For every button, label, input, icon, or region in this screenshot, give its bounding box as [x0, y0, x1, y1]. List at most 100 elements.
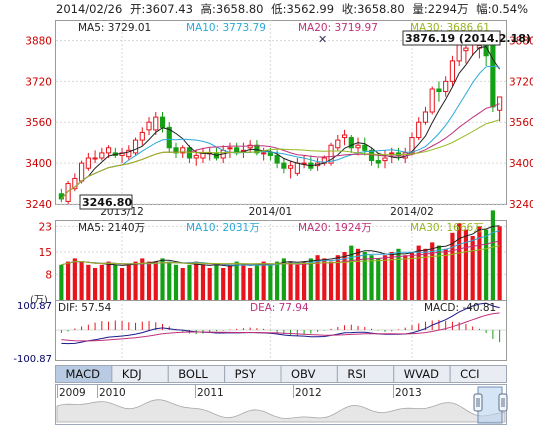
candle-body [92, 157, 98, 160]
price-ytick-left: 3560 [25, 117, 52, 129]
tab-cci[interactable]: CCI [449, 365, 507, 383]
volume-bar [66, 261, 71, 300]
candle-body [416, 121, 422, 139]
tab-kdj[interactable]: KDJ [111, 365, 169, 383]
high-label: 3876.19 (2014.2.18) [405, 32, 531, 45]
tab-obv[interactable]: OBV [280, 365, 338, 383]
volume-bar [234, 261, 239, 300]
candle-body [99, 152, 105, 159]
tab-psy[interactable]: PSY [224, 365, 282, 383]
volume-ytick: 23 [39, 221, 52, 233]
macd-histogram [60, 302, 501, 345]
volume-bar [396, 248, 401, 300]
volume-bar [153, 261, 158, 300]
volume-bar [119, 268, 125, 300]
volume-bar [335, 255, 340, 300]
volume-bar [214, 264, 219, 300]
timeline-year-labels: 2009 2010 2011 2012 2013 [57, 385, 422, 399]
candle-body [348, 137, 354, 149]
moving-average-lines [61, 46, 501, 200]
candle-body [375, 160, 381, 164]
candle-body [267, 152, 273, 156]
candle-body [105, 147, 112, 154]
macd-legend-item: MACD: -40.81 [424, 302, 496, 314]
candle-body [85, 157, 91, 169]
volume-bar [79, 261, 84, 300]
volume-bar [295, 264, 300, 300]
candle-body [65, 183, 71, 202]
candle-body [409, 137, 415, 154]
volume-bar [194, 261, 199, 300]
volume-bar [457, 223, 462, 300]
volume-bar [72, 258, 77, 300]
volume-bar [221, 268, 226, 300]
candle-body [186, 147, 193, 159]
volume-bar [443, 248, 448, 300]
candle-body [58, 193, 64, 200]
tab-label[interactable]: WVAD [404, 367, 439, 381]
candle-body [274, 154, 280, 164]
tab-label[interactable]: CCI [460, 367, 479, 381]
volume-bar [416, 245, 421, 300]
timeline-right-handle[interactable] [498, 393, 508, 412]
price-ytick-right: 3720 [509, 76, 533, 88]
candle-body [436, 88, 442, 93]
volume-bar [207, 268, 212, 300]
macd-ytick-top: 100.87 [17, 301, 52, 312]
header-close: 收:3658.80 [342, 2, 405, 16]
tab-label[interactable]: KDJ [122, 367, 142, 381]
volume-bar [328, 261, 334, 300]
volume-bar [403, 255, 408, 300]
price-ma10-line [61, 65, 500, 200]
tab-rsi[interactable]: RSI [336, 365, 395, 383]
volume-bar [200, 264, 206, 300]
candle-body [139, 131, 145, 141]
price-ytick-right: 3880 [509, 35, 533, 47]
tab-background[interactable] [449, 365, 507, 383]
candle-body [146, 121, 152, 131]
volume-bar [133, 261, 138, 300]
volume-bar [254, 264, 259, 300]
candle-body [173, 147, 179, 154]
low-label: 3246.80 [82, 196, 132, 209]
candle-body [79, 162, 85, 182]
volume-bar [261, 261, 266, 300]
tab-label[interactable]: PSY [235, 367, 257, 381]
volume-bar [187, 264, 192, 300]
tab-wvad[interactable]: WVAD [393, 365, 451, 383]
candle-body [153, 116, 159, 131]
volume-bar [241, 264, 246, 300]
header-low: 低:3562.99 [271, 2, 334, 16]
volume-bar [389, 252, 394, 300]
price-ytick-right: 3400 [509, 158, 533, 170]
price-panel-frame [55, 20, 507, 205]
tab-label[interactable]: OBV [291, 367, 316, 381]
volume-bar [227, 264, 233, 300]
macd-legend-item: DEA: 77.94 [250, 302, 309, 314]
price-ma30-line [61, 119, 500, 200]
volume-bar [430, 242, 435, 300]
price-ytick-left: 3240 [25, 199, 52, 211]
price-xtick: 2014/02 [390, 206, 434, 218]
candle-body [294, 162, 300, 174]
tab-macd[interactable]: MACD [55, 365, 113, 383]
timeline-year-label: 2011 [197, 387, 224, 399]
volume-bar [92, 268, 98, 300]
price-ytick-left: 3880 [25, 35, 52, 47]
volume-legend-item: MA5: 2140万 [78, 222, 145, 234]
candle-body [382, 157, 388, 162]
tab-label[interactable]: BOLL [178, 367, 208, 381]
volume-bar [275, 261, 280, 300]
volume-bar [376, 258, 381, 300]
timeline-year-label: 2013 [395, 387, 422, 399]
tab-label[interactable]: RSI [347, 367, 366, 381]
candle-body [72, 177, 78, 190]
volume-ma30-line [61, 245, 500, 266]
volume-bar [342, 252, 347, 300]
tab-boll[interactable]: BOLL [167, 365, 226, 383]
volume-bar [59, 264, 64, 300]
cursor-cross-icon: ✕ [318, 33, 327, 46]
header-volume: 量:2294万 [412, 2, 468, 16]
tab-label[interactable]: MACD [66, 367, 101, 381]
timeline-left-handle[interactable] [473, 393, 483, 412]
